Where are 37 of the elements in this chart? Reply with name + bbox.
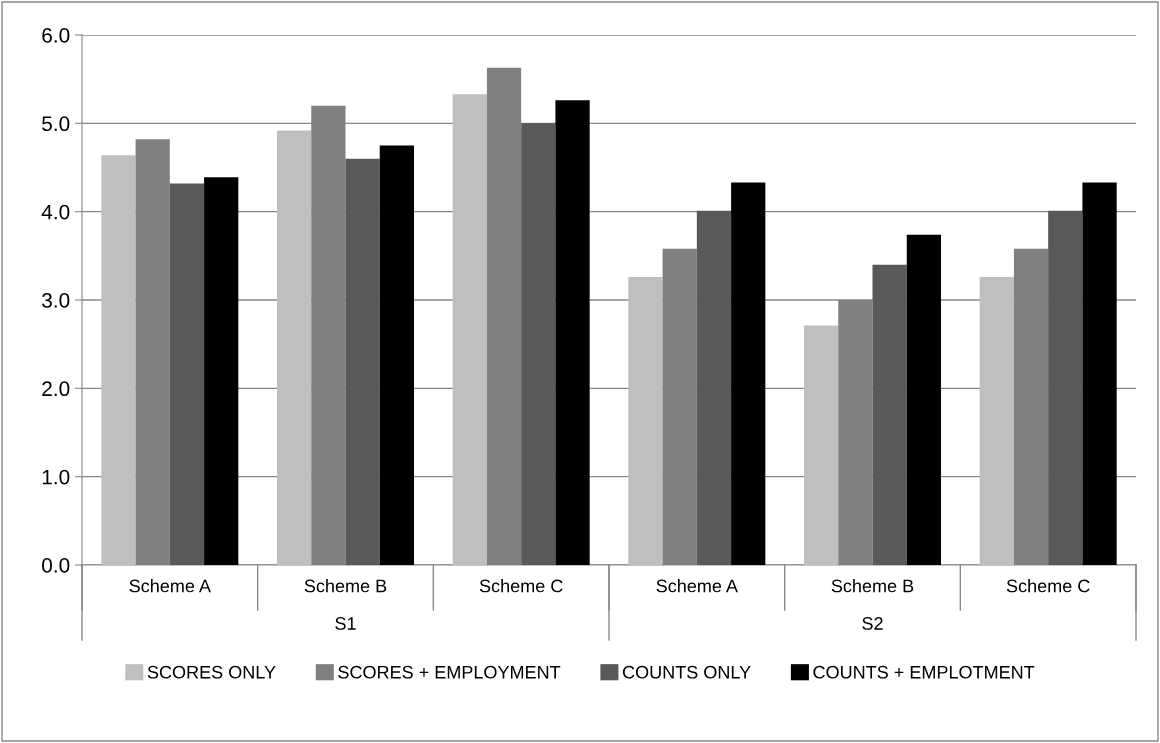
bar [906, 234, 942, 565]
legend-label: COUNTS ONLY [622, 665, 751, 679]
bar [696, 210, 732, 565]
legend-label: COUNTS + EMPLOTMENT [813, 665, 1035, 679]
bar [379, 145, 415, 565]
y-tick-label: 5.0 [42, 116, 70, 132]
bar [204, 177, 239, 565]
bar [803, 325, 839, 565]
legend-label: SCORES + EMPLOYMENT [338, 665, 561, 679]
bar [169, 183, 205, 565]
x-tick-label: Scheme A [656, 579, 738, 593]
y-tick-label: 4.0 [41, 204, 70, 220]
bar [628, 277, 663, 565]
y-tick-label: 6.0 [42, 28, 70, 43]
bar [1082, 182, 1117, 565]
bar [276, 130, 312, 565]
x-tick-label: Scheme A [129, 579, 211, 593]
bar [101, 155, 136, 565]
x-tick-label: Scheme C [1006, 579, 1090, 593]
bar [979, 277, 1014, 565]
y-tick-label: 0.0 [42, 558, 70, 573]
y-tick-label: 2.0 [42, 381, 70, 397]
bar [872, 264, 907, 565]
x-tick-label: Scheme B [831, 579, 914, 593]
bar [521, 123, 556, 565]
bar [555, 100, 590, 565]
legend-label: SCORES ONLY [147, 665, 276, 679]
x-tick-label: Scheme C [479, 579, 563, 593]
text: S2 [862, 617, 883, 630]
text: S1 [335, 617, 356, 630]
bar [1048, 210, 1083, 565]
bar [452, 94, 487, 565]
y-tick-label: 1.0 [42, 469, 70, 485]
bar [345, 158, 380, 565]
x-tick-label: Scheme B [304, 579, 387, 593]
bar [731, 182, 766, 565]
y-tick-label: 3.0 [42, 293, 70, 308]
